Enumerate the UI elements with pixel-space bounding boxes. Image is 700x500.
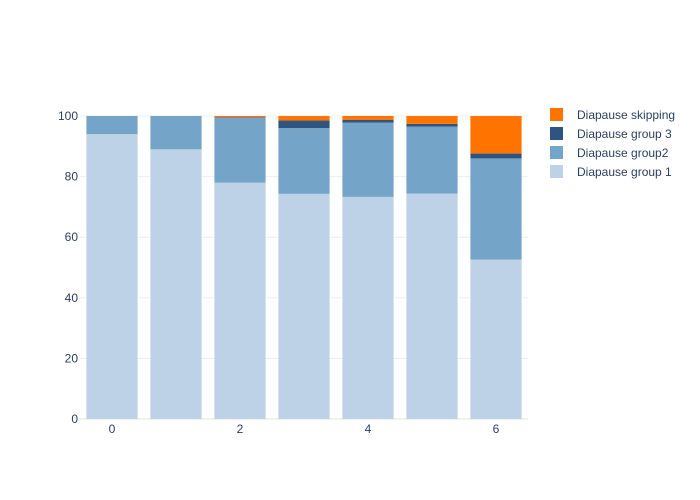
bar-segment-x6-series1[interactable] [470,158,522,260]
x-tick-label-6: 6 [493,422,500,436]
bar-segment-x1-series1[interactable] [150,116,202,150]
y-tick-label-100: 100 [58,109,78,123]
bar-stack-4 [342,116,394,419]
x-axis-ticks: 0 2 4 6 [109,422,500,436]
bar-segment-x3-series0[interactable] [278,193,330,419]
legend-label-0: Diapause skipping [577,108,675,122]
y-tick-label-0: 0 [71,412,78,426]
bar-stack-6 [470,116,522,419]
bar-segment-x4-series0[interactable] [342,196,394,419]
bar-segment-x5-series1[interactable] [406,126,458,194]
y-axis-ticks: 0 20 40 60 80 100 [58,109,78,426]
bar-segment-x6-series3[interactable] [470,116,522,154]
bar-segment-x2-series0[interactable] [214,182,266,419]
legend-swatch-2 [550,146,563,159]
bar-stack-5 [406,116,458,419]
bar-stack-0 [86,116,138,419]
bar-segment-x0-series0[interactable] [86,134,138,419]
y-tick-label-20: 20 [65,351,79,365]
y-tick-label-40: 40 [65,291,79,305]
legend-label-1: Diapause group 3 [577,127,672,141]
bar-segment-x5-series0[interactable] [406,193,458,419]
x-tick-label-4: 4 [365,422,372,436]
bar-segment-x2-series3[interactable] [214,116,266,118]
legend-label-3: Diapause group 1 [577,165,672,179]
y-tick-label-80: 80 [65,170,79,184]
bar-stack-3 [278,116,330,419]
bar-stack-1 [150,116,202,419]
bar-segment-x0-series1[interactable] [86,116,138,135]
bar-segment-x6-series2[interactable] [470,153,522,159]
x-tick-label-0: 0 [109,422,116,436]
legend-item-0[interactable]: Diapause skipping [550,108,675,122]
legend-swatch-0 [550,108,563,121]
bar-segment-x1-series0[interactable] [150,149,202,419]
legend-swatch-3 [550,165,563,178]
legend-item-2[interactable]: Diapause group2 [550,146,669,160]
bar-segment-x2-series2[interactable] [214,117,266,118]
bar-segment-x3-series3[interactable] [278,116,330,121]
x-tick-label-2: 2 [237,422,244,436]
bar-segment-x2-series1[interactable] [214,117,266,183]
bar-segment-x4-series3[interactable] [342,116,394,120]
legend-item-3[interactable]: Diapause group 1 [550,165,672,179]
bar-segment-x6-series0[interactable] [470,259,522,419]
bar-segment-x5-series3[interactable] [406,116,458,124]
bar-stack-2 [214,116,266,419]
bar-segment-x5-series2[interactable] [406,123,458,127]
legend-label-2: Diapause group2 [577,146,669,160]
bar-segment-x3-series2[interactable] [278,120,330,129]
bar-segment-x3-series1[interactable] [278,128,330,194]
legend[interactable]: Diapause skipping Diapause group 3 Diapaus… [550,108,675,179]
bar-segment-x4-series1[interactable] [342,122,394,197]
legend-item-1[interactable]: Diapause group 3 [550,127,672,141]
bar-segment-x4-series2[interactable] [342,119,394,123]
bar-stacks [86,116,522,419]
y-tick-label-60: 60 [65,230,79,244]
legend-swatch-1 [550,127,563,140]
